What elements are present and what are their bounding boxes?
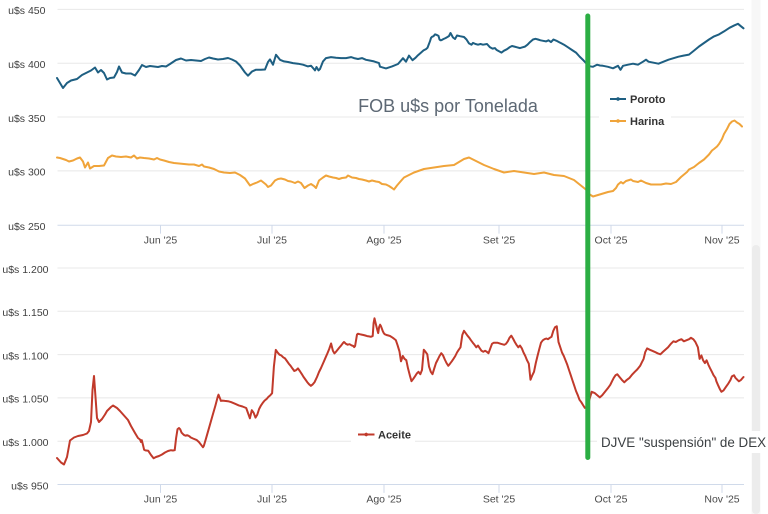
svg-text:Set '25: Set '25: [483, 235, 516, 247]
svg-text:u$s 350: u$s 350: [8, 113, 46, 125]
svg-text:Oct '25: Oct '25: [595, 235, 628, 247]
svg-text:Jul '25: Jul '25: [257, 235, 287, 247]
svg-text:u$s 300: u$s 300: [8, 167, 46, 179]
svg-text:u$s 1.100: u$s 1.100: [2, 350, 48, 362]
svg-text:Nov '25: Nov '25: [704, 493, 739, 505]
svg-text:u$s 400: u$s 400: [8, 59, 46, 71]
svg-text:Jul '25: Jul '25: [257, 493, 287, 505]
svg-text:u$s 1.000: u$s 1.000: [2, 437, 48, 449]
svg-text:u$s 250: u$s 250: [8, 221, 46, 233]
svg-text:u$s 950: u$s 950: [11, 480, 49, 492]
svg-text:Harina: Harina: [630, 116, 665, 128]
svg-text:u$s 1.050: u$s 1.050: [2, 394, 48, 406]
svg-text:Nov '25: Nov '25: [704, 235, 739, 247]
svg-text:u$s 1.200: u$s 1.200: [2, 264, 48, 276]
svg-text:Poroto: Poroto: [630, 94, 666, 106]
svg-text:Oct '25: Oct '25: [595, 493, 628, 505]
svg-text:Ago '25: Ago '25: [366, 493, 401, 505]
svg-text:u$s 1.150: u$s 1.150: [2, 307, 48, 319]
svg-text:DJVE "suspensión" de DEX: DJVE "suspensión" de DEX: [601, 435, 766, 450]
svg-text:Ago '25: Ago '25: [366, 235, 401, 247]
svg-text:Set '25: Set '25: [483, 493, 516, 505]
svg-text:Jun '25: Jun '25: [144, 493, 178, 505]
svg-text:u$s 450: u$s 450: [8, 5, 46, 17]
svg-text:Jun '25: Jun '25: [144, 235, 178, 247]
svg-text:FOB u$s por Tonelada: FOB u$s por Tonelada: [358, 96, 539, 116]
svg-text:Aceite: Aceite: [378, 430, 411, 442]
